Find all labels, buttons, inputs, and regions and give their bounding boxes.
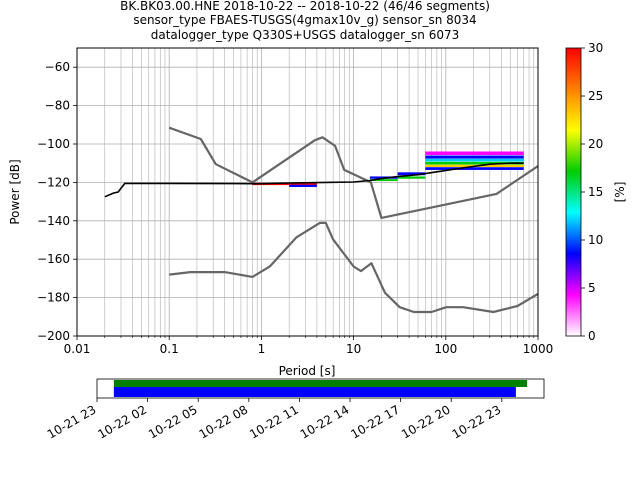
- timeline-tick-label: 10-22 23: [450, 402, 504, 441]
- plot-frame: [76, 47, 539, 337]
- x-axis-label: Period [s]: [279, 364, 336, 378]
- timeline-tick-label: 10-22 05: [146, 402, 200, 441]
- timeline-bar-data: [113, 380, 528, 387]
- series-line-noise-model-high: [168, 126, 538, 219]
- colorbar-label: [%]: [613, 182, 627, 203]
- timeline-tick-label: 10-22 14: [298, 402, 352, 441]
- density-plot: [252, 151, 524, 188]
- y-tick-label: −80: [45, 99, 70, 113]
- y-tick-label: −60: [45, 60, 70, 74]
- x-tick-label: 1000: [523, 342, 554, 356]
- density-band: [425, 158, 524, 162]
- y-tick-label: −100: [37, 137, 70, 151]
- timeline-bar-used: [113, 387, 516, 397]
- density-band: [425, 161, 524, 165]
- timeline-tick-label: 10-22 17: [348, 402, 402, 441]
- colorbar-tick-label: 10: [588, 233, 603, 247]
- series-line-mode: [104, 162, 524, 198]
- title-line-3: datalogger_type Q330S+USGS datalogger_sn…: [151, 28, 460, 42]
- timeline-tick-label: 10-22 02: [95, 402, 149, 441]
- density-band: [289, 184, 317, 188]
- colorbar-tick-label: 15: [588, 185, 603, 199]
- y-tick-label: −200: [37, 329, 70, 343]
- y-axis-ticks: −60 −80 −100 −120 −140 −160 −180 −200: [37, 60, 77, 343]
- density-band: [425, 151, 524, 155]
- y-tick-label: −160: [37, 252, 70, 266]
- y-tick-label: −140: [37, 214, 70, 228]
- x-tick-label: 1: [258, 342, 266, 356]
- density-band: [397, 176, 426, 179]
- colorbar-tick-label: 0: [588, 329, 596, 343]
- y-tick-label: −120: [37, 175, 70, 189]
- x-tick-label: 10: [346, 342, 361, 356]
- grid: [76, 48, 538, 337]
- colorbar-tick-label: 30: [588, 41, 603, 55]
- density-band: [425, 155, 524, 159]
- colorbar-tick-label: 5: [588, 281, 596, 295]
- x-tick-label: 0.01: [64, 342, 91, 356]
- series-line-noise-model-low: [169, 221, 538, 314]
- density-band: [425, 167, 524, 170]
- chart-title: BK.BK03.00.HNE 2018-10-22 -- 2018-10-22 …: [120, 0, 490, 42]
- density-band: [252, 182, 317, 186]
- title-line-1: BK.BK03.00.HNE 2018-10-22 -- 2018-10-22 …: [120, 0, 490, 13]
- timeline-tick-label: 10-21 23: [45, 402, 99, 441]
- y-tick-label: −180: [37, 291, 70, 305]
- timeline-tick-label: 10-22 08: [197, 402, 251, 441]
- timeline-tick-label: 10-22 11: [247, 402, 301, 441]
- density-band: [369, 179, 398, 182]
- density-band: [397, 172, 426, 176]
- colorbar-tick-label: 25: [588, 89, 603, 103]
- x-tick-label: 0.1: [160, 342, 179, 356]
- colorbar-gradient: [565, 47, 582, 337]
- colorbar: 0 5 10 15 20 25 30: [565, 41, 603, 343]
- y-axis-label: Power [dB]: [8, 159, 22, 224]
- x-tick-label: 100: [434, 342, 457, 356]
- colorbar-tick-label: 20: [588, 137, 603, 151]
- title-line-2: sensor_type FBAES-TUSGS(4gmax10v_g) sens…: [133, 13, 476, 27]
- series-lines: [104, 126, 538, 314]
- x-axis-ticks: 0.01 0.1 1 10 100 1000: [64, 336, 554, 356]
- timeline-tick-label: 10-22 20: [399, 402, 453, 441]
